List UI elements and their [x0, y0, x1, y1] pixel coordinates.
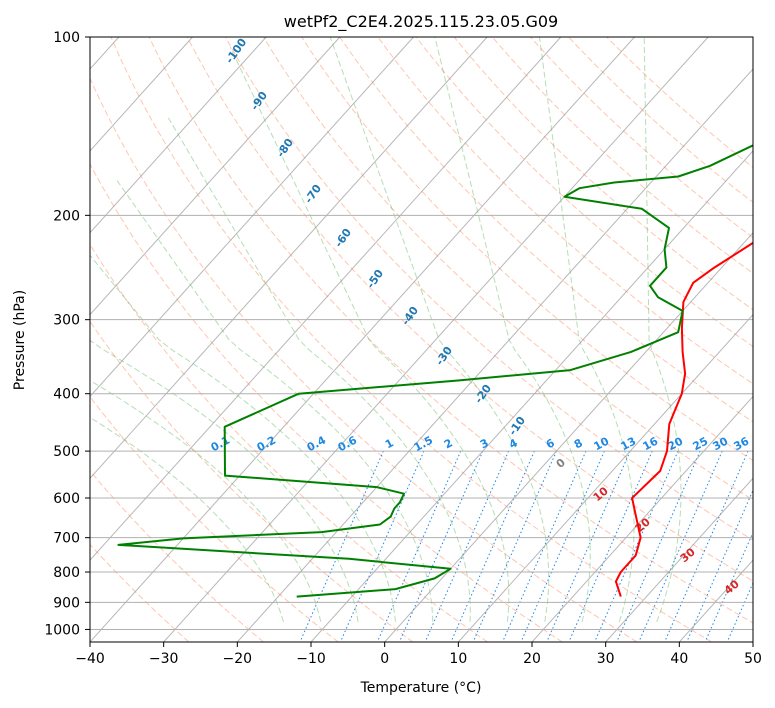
dry-adiabat: [110, 37, 712, 642]
y-tick-label: 500: [53, 444, 80, 460]
mixing-ratio-line: [594, 450, 679, 642]
x-tick-label: 30: [597, 651, 615, 667]
mixing-ratio-line: [450, 450, 535, 642]
dry-adiabat: [148, 37, 753, 624]
y-tick-label: 400: [53, 387, 80, 403]
y-tick-label: 700: [53, 531, 80, 547]
y-tick-label: 100: [53, 30, 80, 46]
mixing-ratio-label: 30: [711, 434, 731, 453]
isotherm-line: [90, 37, 341, 316]
x-tick-label: −20: [223, 651, 253, 667]
dry-adiabat: [186, 37, 753, 582]
dry-adiabat: [377, 37, 753, 385]
mixing-ratio-line: [299, 450, 384, 642]
isotherm-grid: [90, 37, 753, 642]
isotherm-line: [90, 37, 414, 398]
mixing-ratio-label: 36: [732, 434, 752, 453]
isotherm-line: [531, 395, 753, 642]
isotherm-line: [236, 68, 753, 642]
dry-adiabat: [90, 396, 339, 642]
mixing-ratio-label: 16: [641, 434, 661, 453]
y-axis-label: Pressure (hPa): [12, 290, 28, 390]
mixing-ratio-line: [376, 450, 462, 642]
x-tick-label: 0: [380, 651, 389, 667]
x-tick-label: −40: [75, 651, 105, 667]
x-axis: −40 −30 −20 −10 0 10 20 30 40 50: [75, 642, 762, 667]
y-tick-label: 1000: [44, 622, 80, 638]
x-tick-label: 40: [670, 651, 688, 667]
mixing-ratio-line: [686, 489, 753, 642]
mixing-ratio-line: [546, 450, 631, 642]
isotherm-line: [384, 231, 753, 642]
mixing-ratio-label: 25: [691, 435, 711, 454]
dry-adiabat: [90, 243, 488, 642]
dry-adiabat: [339, 37, 753, 423]
y-axis: 100 200 300 400 500 600 700 800 900 1000: [44, 30, 90, 638]
mixing-ratio-line: [472, 450, 557, 642]
mixing-ratio-line: [616, 450, 701, 642]
dry-adiabat: [530, 37, 753, 239]
x-tick-label: −10: [296, 651, 326, 667]
y-tick-label: 800: [53, 565, 80, 581]
moist-adiabat: [643, 37, 682, 622]
temperature-profile: [614, 241, 753, 597]
isotherm-line: [90, 37, 562, 561]
dry-adiabat: [568, 37, 753, 203]
mixing-ratio-line: [424, 450, 510, 642]
isotherm-line: [90, 37, 635, 642]
dry-adiabat: [491, 37, 753, 274]
chart-title: wetPf2_C2E4.2025.115.23.05.G09: [284, 12, 558, 32]
dry-adiabat: [224, 37, 753, 541]
mixing-ratio-line: [568, 450, 653, 642]
dry-adiabat: [90, 163, 563, 642]
mixing-ratio-label: 13: [619, 435, 639, 454]
mixing-ratio-line: [704, 531, 753, 642]
isobar-grid: [90, 37, 753, 630]
moist-adiabat: [90, 254, 396, 622]
mixing-ratio-line: [638, 450, 723, 642]
dry-adiabat: [90, 320, 414, 642]
dewpoint-profile: [117, 144, 753, 598]
mixing-ratio-line: [520, 450, 605, 642]
moist-adiabat: [90, 416, 284, 622]
dry-adiabat: [453, 37, 753, 311]
moist-adiabat: [90, 339, 359, 622]
moist-adiabat: [114, 177, 434, 622]
x-tick-label: −30: [149, 651, 179, 667]
isotherm-line: [310, 150, 753, 642]
isotherm-line: [605, 477, 753, 642]
y-tick-label: 600: [53, 491, 80, 507]
isotherm-line: [163, 37, 709, 642]
moist-adiabat: [229, 46, 510, 622]
dry-adiabat: [90, 76, 638, 642]
x-tick-label: 50: [744, 651, 762, 667]
plot-area: 0.1 0.2 0.4 0.6 1 1.5 2 3 4 6 8 10 13 16 20 25 30 36-100-…: [90, 37, 753, 642]
y-tick-label: 900: [53, 595, 80, 611]
mixing-ratio-label: 20: [666, 434, 686, 453]
mixing-ratio-line: [664, 450, 749, 642]
x-axis-label: Temperature (°C): [360, 680, 482, 696]
isotherm-line: [457, 313, 753, 642]
sounding-profiles: [117, 144, 753, 598]
x-tick-label: 20: [523, 651, 541, 667]
y-tick-label: 200: [53, 208, 80, 224]
isotherm-line: [90, 37, 488, 480]
mixing-ratio-line: [398, 450, 484, 642]
x-tick-label: 10: [449, 651, 467, 667]
plot-frame: [89, 36, 754, 643]
moist-adiabat: [539, 37, 635, 622]
mixing-ratio-label: 10: [592, 434, 612, 453]
isotherm-line: [90, 37, 193, 152]
mixing-ratio-line: [340, 450, 425, 642]
isotherm-line: [90, 37, 267, 234]
y-tick-label: 300: [53, 313, 80, 329]
dry-adiabat: [263, 37, 753, 501]
dry-adiabat: [415, 37, 753, 348]
